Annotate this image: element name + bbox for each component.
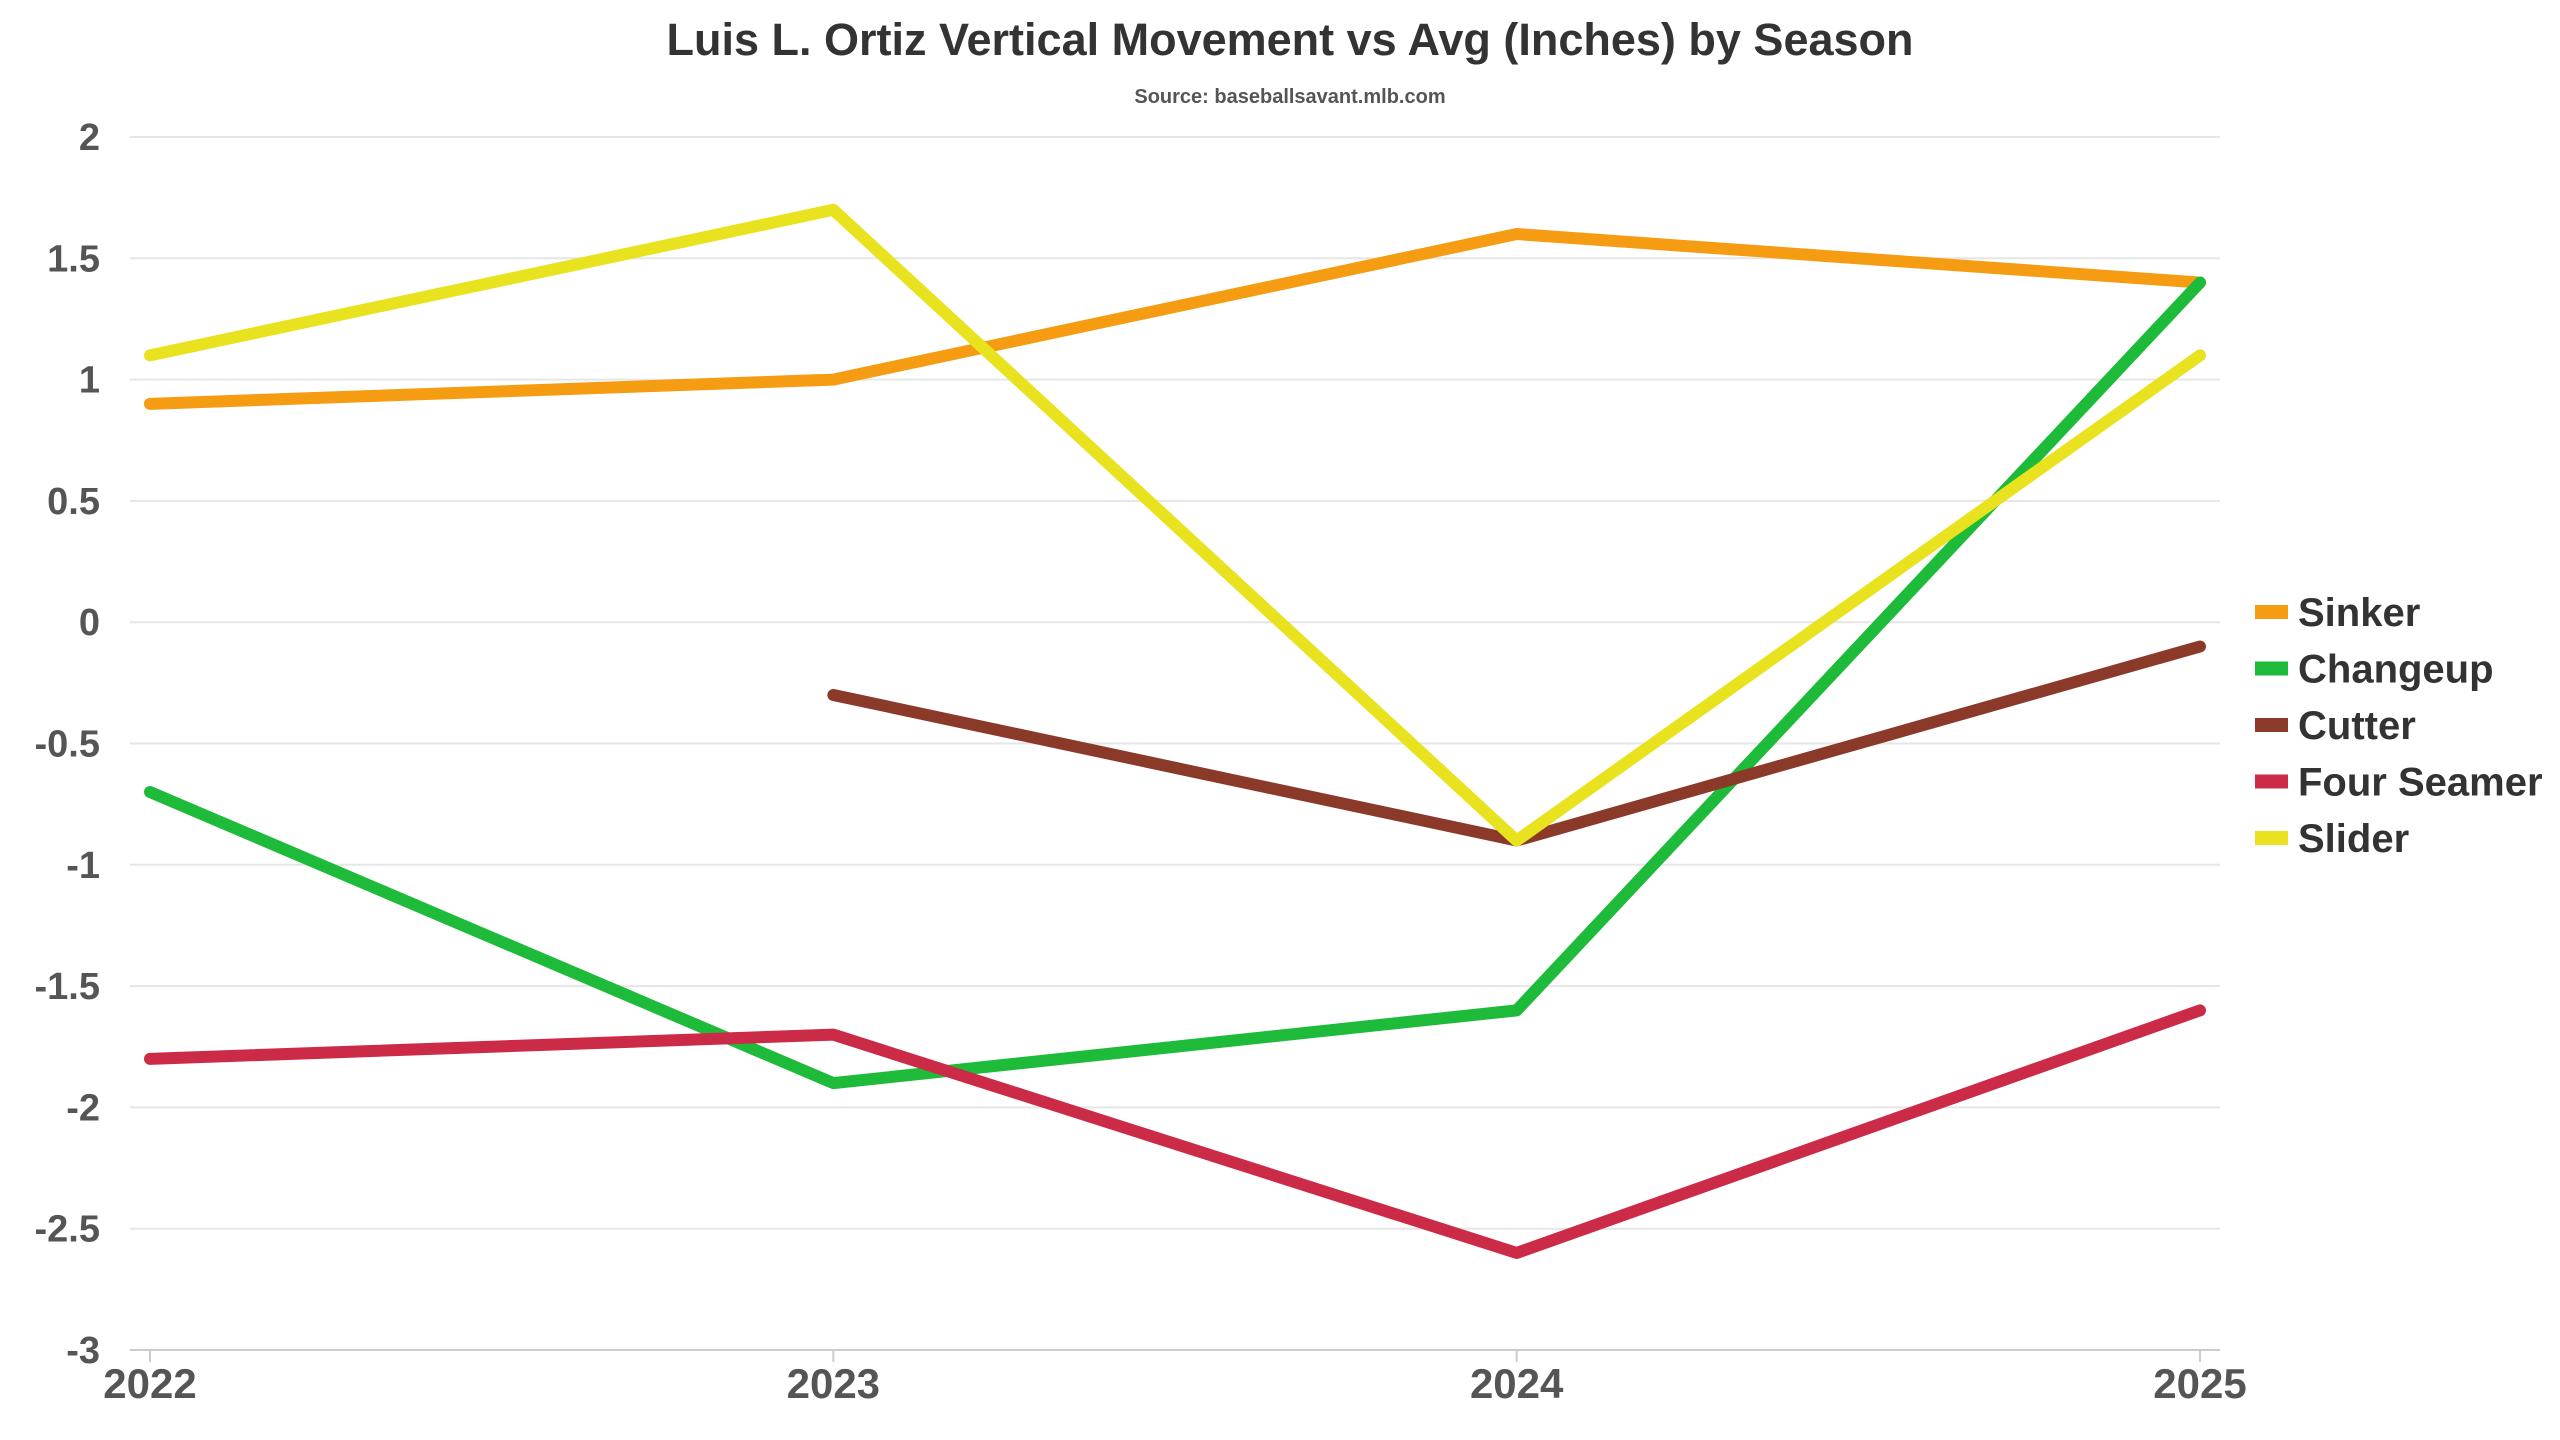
series-line-sinker [144,228,2206,410]
chart-subtitle: Source: baseballsavant.mlb.com [1134,86,1445,108]
x-tick-label: 2023 [787,1360,880,1407]
x-tick-label: 2022 [103,1360,196,1407]
x-tick-label: 2025 [2153,1360,2246,1407]
chart-title: Luis L. Ortiz Vertical Movement vs Avg (… [666,14,1913,65]
grid-lines [130,136,2220,1351]
plot-area [144,203,2206,1259]
series-line-four-seamer [144,1004,2206,1259]
y-tick-label: -2.5 [35,1209,100,1251]
x-axis: 2022 2023 2024 2025 [103,1350,2247,1407]
y-tick-label: 0 [79,602,100,644]
legend-label-cutter: Cutter [2298,704,2416,748]
legend-label-sinker: Sinker [2298,591,2420,635]
y-tick-label: 2 [79,117,100,159]
legend-label-slider: Slider [2298,817,2409,861]
y-tick-label: 0.5 [47,481,100,523]
legend-swatch-four-seamer [2255,774,2288,789]
y-tick-label: -3 [66,1330,100,1372]
legend-label-four-seamer: Four Seamer [2298,761,2543,805]
y-tick-label: 1 [79,360,100,402]
legend-label-changeup: Changeup [2298,648,2494,692]
y-tick-label: -2 [66,1087,100,1129]
y-tick-label: 1.5 [47,238,100,280]
legend-swatch-slider [2255,831,2288,845]
x-tick-label: 2024 [1470,1360,1564,1407]
y-tick-label: -0.5 [35,724,100,766]
y-tick-label: -1.5 [35,966,100,1008]
y-tick-label: -1 [66,845,100,887]
series-line-slider [144,203,2206,847]
y-axis: 2 1.5 1 0.5 0 -0.5 -1 -1.5 -2 -2.5 -3 [35,117,100,1372]
series-line-changeup [144,276,2206,1090]
legend: Sinker Changeup Cutter Four Seamer Slider [2255,591,2543,861]
legend-swatch-changeup [2255,661,2288,676]
legend-swatch-cutter [2255,718,2288,732]
legend-swatch-sinker [2255,605,2288,619]
